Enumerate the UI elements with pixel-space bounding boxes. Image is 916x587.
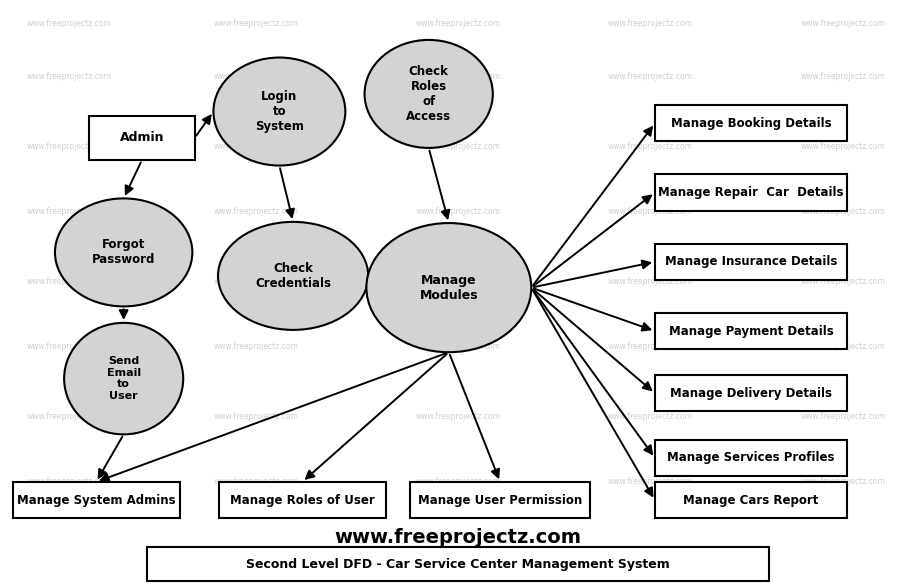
Text: www.freeprojectz.com: www.freeprojectz.com bbox=[214, 412, 299, 421]
Text: www.freeprojectz.com: www.freeprojectz.com bbox=[608, 72, 692, 81]
Text: Manage
Modules: Manage Modules bbox=[420, 274, 478, 302]
Text: Forgot
Password: Forgot Password bbox=[92, 238, 156, 266]
Text: www.freeprojectz.com: www.freeprojectz.com bbox=[416, 277, 500, 286]
Text: Send
Email
to
User: Send Email to User bbox=[106, 356, 141, 401]
Text: www.freeprojectz.com: www.freeprojectz.com bbox=[801, 142, 885, 151]
FancyBboxPatch shape bbox=[655, 375, 847, 411]
Text: www.freeprojectz.com: www.freeprojectz.com bbox=[416, 207, 500, 216]
Text: Manage Cars Report: Manage Cars Report bbox=[683, 494, 819, 507]
Text: www.freeprojectz.com: www.freeprojectz.com bbox=[27, 477, 111, 486]
Text: www.freeprojectz.com: www.freeprojectz.com bbox=[801, 207, 885, 216]
Text: Manage Insurance Details: Manage Insurance Details bbox=[665, 255, 837, 268]
Text: Check
Credentials: Check Credentials bbox=[256, 262, 331, 290]
Text: www.freeprojectz.com: www.freeprojectz.com bbox=[27, 142, 111, 151]
Text: www.freeprojectz.com: www.freeprojectz.com bbox=[214, 277, 299, 286]
Text: www.freeprojectz.com: www.freeprojectz.com bbox=[801, 477, 885, 486]
Text: www.freeprojectz.com: www.freeprojectz.com bbox=[801, 342, 885, 351]
Text: www.freeprojectz.com: www.freeprojectz.com bbox=[608, 19, 692, 28]
FancyBboxPatch shape bbox=[90, 116, 195, 160]
Text: Manage Booking Details: Manage Booking Details bbox=[671, 117, 832, 130]
Text: www.freeprojectz.com: www.freeprojectz.com bbox=[608, 277, 692, 286]
Text: Manage User Permission: Manage User Permission bbox=[418, 494, 583, 507]
Text: www.freeprojectz.com: www.freeprojectz.com bbox=[801, 277, 885, 286]
Text: www.freeprojectz.com: www.freeprojectz.com bbox=[27, 412, 111, 421]
Text: www.freeprojectz.com: www.freeprojectz.com bbox=[608, 477, 692, 486]
FancyBboxPatch shape bbox=[13, 482, 180, 518]
Text: www.freeprojectz.com: www.freeprojectz.com bbox=[27, 277, 111, 286]
FancyBboxPatch shape bbox=[655, 313, 847, 349]
Text: Admin: Admin bbox=[120, 131, 164, 144]
Text: Login
to
System: Login to System bbox=[255, 90, 304, 133]
Text: www.freeprojectz.com: www.freeprojectz.com bbox=[27, 342, 111, 351]
FancyBboxPatch shape bbox=[410, 482, 590, 518]
Ellipse shape bbox=[218, 222, 368, 330]
Text: www.freeprojectz.com: www.freeprojectz.com bbox=[214, 72, 299, 81]
FancyBboxPatch shape bbox=[147, 547, 769, 581]
FancyBboxPatch shape bbox=[655, 440, 847, 476]
Ellipse shape bbox=[64, 323, 183, 434]
Text: Manage Payment Details: Manage Payment Details bbox=[669, 325, 834, 338]
Text: www.freeprojectz.com: www.freeprojectz.com bbox=[214, 207, 299, 216]
Text: Second Level DFD - Car Service Center Management System: Second Level DFD - Car Service Center Ma… bbox=[246, 558, 670, 571]
Text: www.freeprojectz.com: www.freeprojectz.com bbox=[801, 412, 885, 421]
FancyBboxPatch shape bbox=[655, 174, 847, 211]
Text: www.freeprojectz.com: www.freeprojectz.com bbox=[214, 477, 299, 486]
Text: www.freeprojectz.com: www.freeprojectz.com bbox=[27, 207, 111, 216]
Text: www.freeprojectz.com: www.freeprojectz.com bbox=[416, 477, 500, 486]
Text: www.freeprojectz.com: www.freeprojectz.com bbox=[608, 342, 692, 351]
Text: Manage Repair  Car  Details: Manage Repair Car Details bbox=[659, 186, 844, 199]
Ellipse shape bbox=[365, 40, 493, 148]
Text: www.freeprojectz.com: www.freeprojectz.com bbox=[608, 207, 692, 216]
Text: www.freeprojectz.com: www.freeprojectz.com bbox=[214, 142, 299, 151]
Text: www.freeprojectz.com: www.freeprojectz.com bbox=[416, 19, 500, 28]
Text: www.freeprojectz.com: www.freeprojectz.com bbox=[334, 528, 582, 546]
Text: Check
Roles
of
Access: Check Roles of Access bbox=[406, 65, 452, 123]
Text: www.freeprojectz.com: www.freeprojectz.com bbox=[608, 412, 692, 421]
Text: Manage Services Profiles: Manage Services Profiles bbox=[668, 451, 834, 464]
Text: www.freeprojectz.com: www.freeprojectz.com bbox=[608, 142, 692, 151]
Ellipse shape bbox=[55, 198, 192, 306]
Text: www.freeprojectz.com: www.freeprojectz.com bbox=[416, 142, 500, 151]
Text: Manage System Admins: Manage System Admins bbox=[16, 494, 176, 507]
Text: www.freeprojectz.com: www.freeprojectz.com bbox=[416, 72, 500, 81]
Text: www.freeprojectz.com: www.freeprojectz.com bbox=[801, 19, 885, 28]
Text: Manage Delivery Details: Manage Delivery Details bbox=[671, 387, 832, 400]
Text: Manage Roles of User: Manage Roles of User bbox=[230, 494, 375, 507]
Text: www.freeprojectz.com: www.freeprojectz.com bbox=[27, 19, 111, 28]
Ellipse shape bbox=[213, 58, 345, 166]
FancyBboxPatch shape bbox=[655, 105, 847, 141]
Ellipse shape bbox=[366, 223, 531, 352]
FancyBboxPatch shape bbox=[655, 244, 847, 280]
Text: www.freeprojectz.com: www.freeprojectz.com bbox=[416, 342, 500, 351]
Text: www.freeprojectz.com: www.freeprojectz.com bbox=[214, 19, 299, 28]
Text: www.freeprojectz.com: www.freeprojectz.com bbox=[416, 412, 500, 421]
FancyBboxPatch shape bbox=[219, 482, 386, 518]
FancyBboxPatch shape bbox=[655, 482, 847, 518]
Text: www.freeprojectz.com: www.freeprojectz.com bbox=[214, 342, 299, 351]
Text: www.freeprojectz.com: www.freeprojectz.com bbox=[801, 72, 885, 81]
Text: www.freeprojectz.com: www.freeprojectz.com bbox=[27, 72, 111, 81]
